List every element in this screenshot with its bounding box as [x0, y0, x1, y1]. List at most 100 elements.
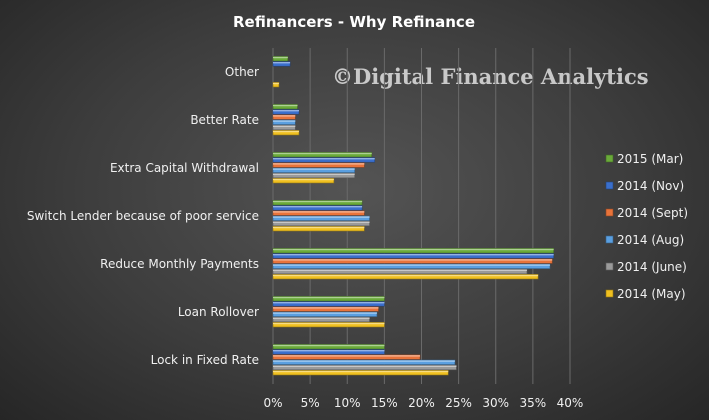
- bar: [272, 210, 365, 216]
- bar-highlight: [273, 120, 296, 122]
- category-label: Switch Lender because of poor service: [27, 209, 259, 223]
- bar: [272, 311, 378, 317]
- x-tick-label: 5%: [301, 396, 320, 410]
- legend-swatch: [605, 208, 614, 217]
- x-tick-label: 20%: [408, 396, 435, 410]
- bar: [272, 104, 298, 110]
- legend-label: 2014 (June): [617, 260, 687, 274]
- bar: [272, 172, 355, 179]
- bar-highlight: [273, 56, 288, 59]
- chart-title: Refinancers - Why Refinance: [233, 13, 475, 31]
- gridlines: [272, 48, 571, 384]
- bar-highlight: [273, 211, 365, 213]
- bar-highlight: [273, 206, 363, 208]
- bar-highlight: [273, 269, 527, 271]
- bar: [272, 162, 365, 168]
- bar-highlight: [273, 62, 291, 64]
- bar-highlight: [273, 130, 299, 133]
- x-tick-label: 10%: [334, 396, 361, 410]
- bar-highlight: [273, 302, 385, 304]
- bar: [272, 220, 370, 227]
- bar: [272, 354, 421, 360]
- bar-highlight: [273, 248, 554, 251]
- legend-swatch: [605, 181, 614, 190]
- category-label: Loan Rollover: [178, 305, 259, 319]
- bar-highlight: [273, 82, 279, 85]
- bar: [272, 205, 363, 211]
- bar-highlight: [273, 178, 334, 181]
- bar-highlight: [273, 344, 385, 347]
- bar: [272, 152, 373, 158]
- bar: [272, 258, 553, 264]
- bar: [272, 268, 528, 275]
- bar: [272, 263, 551, 269]
- bar: [272, 253, 554, 259]
- bar-highlight: [273, 274, 539, 277]
- category-label: Reduce Monthly Payments: [100, 257, 259, 271]
- x-axis-tick-labels: 0% 5% 10% 15% 20% 25% 30% 35% 40%: [263, 396, 583, 410]
- bar: [272, 200, 363, 206]
- bar: [272, 322, 385, 328]
- bar-highlight: [273, 355, 421, 357]
- x-tick-label: 30%: [482, 396, 509, 410]
- bar-highlight: [273, 365, 457, 367]
- bar: [272, 61, 291, 67]
- legend-label: 2014 (Aug): [617, 233, 684, 247]
- bar-highlight: [273, 307, 379, 309]
- bar-highlight: [273, 370, 449, 373]
- legend: 2015 (Mar) 2014 (Nov) 2014 (Sept) 2014 (Aug…: [605, 152, 688, 301]
- bars: [272, 56, 554, 376]
- bar-highlight: [273, 312, 377, 314]
- bar: [272, 114, 296, 120]
- bar: [272, 56, 289, 62]
- bar-highlight: [273, 115, 296, 117]
- legend-swatch: [605, 289, 614, 298]
- bar: [272, 124, 296, 131]
- legend-swatch: [605, 262, 614, 271]
- legend-label: 2014 (Nov): [617, 179, 684, 193]
- x-tick-label: 15%: [371, 396, 398, 410]
- bar: [272, 296, 385, 302]
- legend-swatch: [605, 235, 614, 244]
- bar: [272, 301, 385, 307]
- bar-highlight: [273, 254, 554, 256]
- x-tick-label: 35%: [520, 396, 547, 410]
- bar: [272, 248, 554, 254]
- bar-highlight: [273, 226, 365, 229]
- category-labels: Other Better Rate Extra Capital Withdrawal…: [27, 65, 259, 367]
- bar-highlight: [273, 317, 370, 319]
- bar-highlight: [273, 264, 550, 266]
- bar: [272, 167, 355, 173]
- legend-label: 2014 (May): [617, 287, 686, 301]
- bar: [272, 109, 300, 115]
- category-label: Better Rate: [190, 113, 259, 127]
- bar: [272, 370, 449, 376]
- bar-highlight: [273, 168, 355, 170]
- bar-highlight: [273, 296, 385, 299]
- bar: [272, 82, 280, 88]
- legend-label: 2015 (Mar): [617, 152, 683, 166]
- bar-highlight: [273, 322, 385, 325]
- bar-highlight: [273, 125, 296, 127]
- category-label: Lock in Fixed Rate: [151, 353, 259, 367]
- bar: [272, 226, 365, 232]
- bar-highlight: [273, 163, 365, 165]
- bar-highlight: [273, 360, 455, 362]
- bar-highlight: [273, 259, 553, 261]
- bar-highlight: [273, 200, 363, 203]
- bar: [272, 349, 385, 355]
- bar-highlight: [273, 221, 370, 223]
- bar: [272, 316, 370, 323]
- bar: [272, 344, 385, 350]
- bar: [272, 130, 300, 136]
- bar-highlight: [273, 350, 385, 352]
- bar-highlight: [273, 110, 299, 112]
- bar: [272, 274, 539, 280]
- bar: [272, 215, 370, 221]
- x-tick-label: 40%: [557, 396, 584, 410]
- bar-highlight: [273, 173, 355, 175]
- bar: [272, 178, 335, 184]
- bar: [272, 119, 296, 125]
